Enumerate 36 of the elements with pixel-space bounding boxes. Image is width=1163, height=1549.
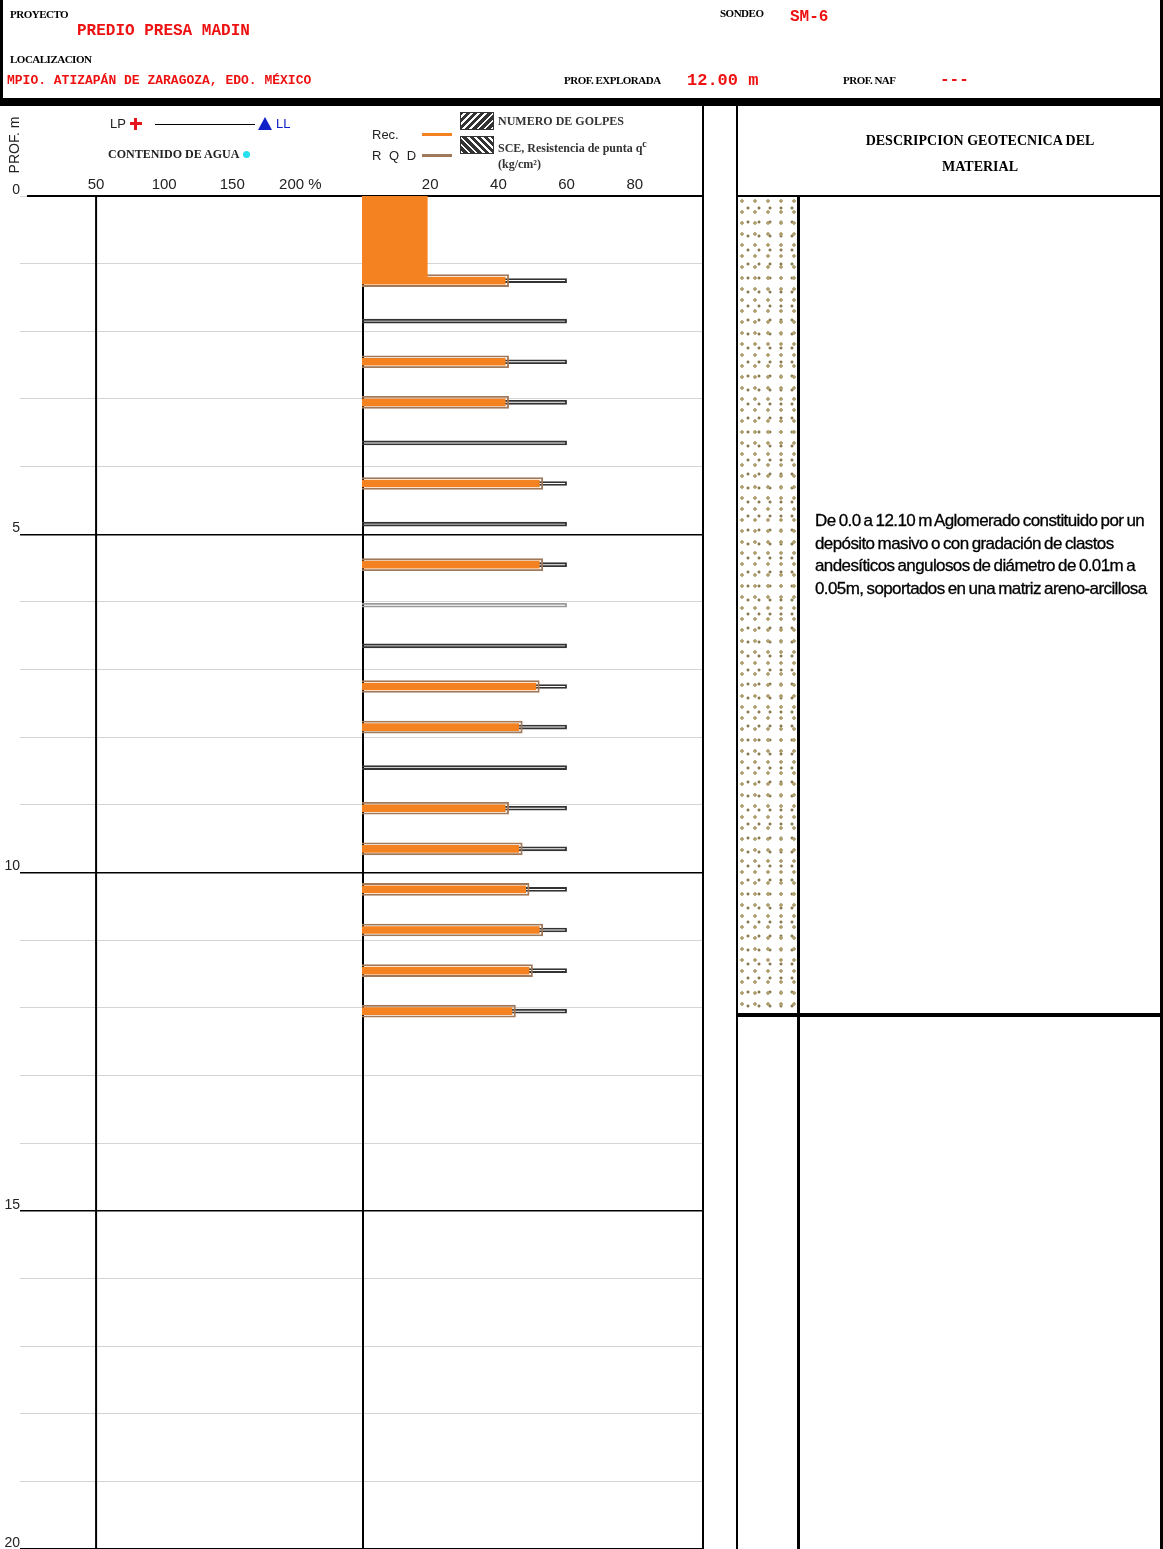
bar xyxy=(362,479,540,488)
text: De 0.0 a 12.10 m Aglomerado constituido por un depósito masivo o con gradación de clastos andesíticos angulosos de diámetro de 0.01m a 0.05m, soportados en una matriz areno-arcillosa xyxy=(815,510,1149,600)
y-tick-label: 20 xyxy=(4,1533,21,1549)
text: SCE, Resistencia de punta q$^{c}$ (kg/cm²) xyxy=(498,138,647,171)
legend-label: Rec. xyxy=(372,127,400,142)
text: PROF. EXPLORADA xyxy=(564,74,661,86)
text: SM-6 xyxy=(790,8,829,26)
text: MPIO. ATIZAPÁN DE ZARAGOZA, EDO. MÉXICO xyxy=(7,73,312,88)
legend-label: CONTENIDO DE AGUA xyxy=(108,147,240,162)
x-tick-label: 200 % xyxy=(279,175,322,193)
x-tick-label: 60 xyxy=(558,175,575,193)
text: --- xyxy=(940,71,969,89)
text: PROF. NAF xyxy=(843,74,896,86)
y-tick-label: 15 xyxy=(4,1195,21,1212)
bar xyxy=(362,560,540,569)
x-tick-label: 100 xyxy=(151,175,177,193)
legend-label: LL xyxy=(276,116,291,131)
y-tick-label: 5 xyxy=(12,519,21,536)
x-tick-label: 50 xyxy=(87,175,105,193)
text: 12.00 m xyxy=(687,71,759,90)
y-axis-title: PROF. m xyxy=(6,115,22,176)
text: DESCRIPCION GEOTECNICA DEL MATERIAL xyxy=(864,132,1096,176)
bar xyxy=(362,926,540,934)
x-tick-label: 20 xyxy=(421,175,439,193)
text: LOCALIZACION xyxy=(10,53,92,65)
x-tick-label: 80 xyxy=(626,175,644,193)
legend-label: R Q D xyxy=(372,148,419,163)
x-tick-label: 150 xyxy=(219,175,245,193)
y-tick-label: 10 xyxy=(4,857,21,874)
chart-title: PREDIO PRESA MADIN xyxy=(77,22,250,40)
x-tick-label: 40 xyxy=(490,175,507,193)
legend-label: LP xyxy=(110,116,126,131)
y-tick-label: 0 xyxy=(12,180,21,197)
text: NUMERO DE GOLPES xyxy=(498,113,625,129)
text: SONDEO xyxy=(720,7,764,19)
text: PROYECTO xyxy=(10,8,69,20)
